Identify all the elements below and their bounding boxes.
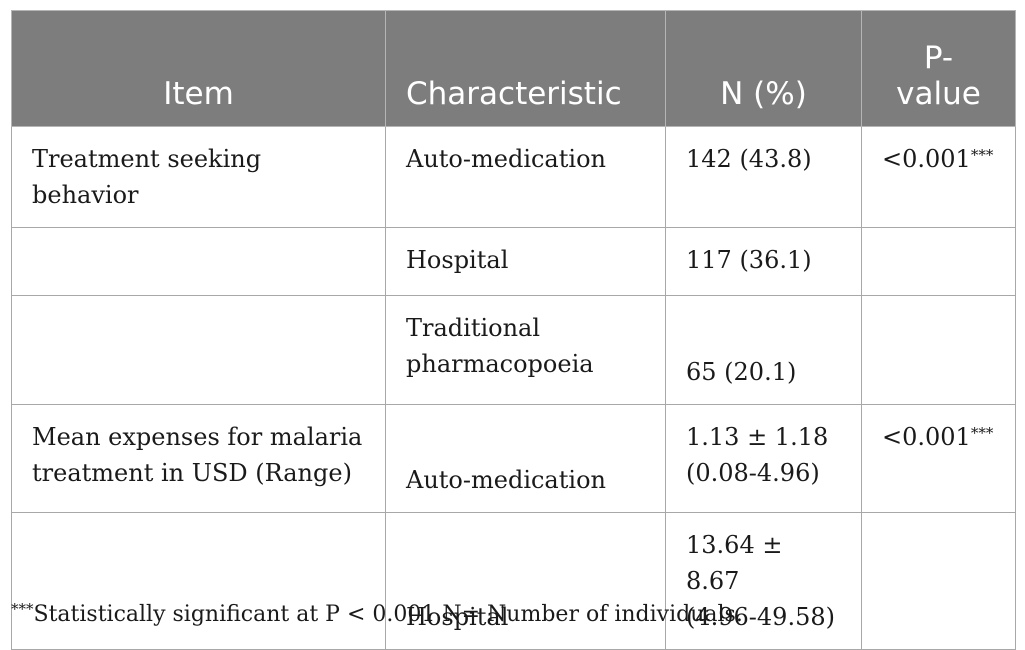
header-characteristic: Characteristic: [385, 10, 666, 127]
cell-n-percent: 65 (20.1): [665, 295, 862, 405]
table-row: Hospital 117 (36.1): [11, 227, 1016, 296]
n-line2: (4.96-49.58): [686, 603, 835, 631]
characteristic-line1: Traditional: [406, 314, 541, 342]
item-line2: treatment in USD (Range): [32, 459, 352, 487]
p-value-text: <0.001: [882, 145, 971, 173]
footnote-marker: ***: [11, 600, 34, 618]
cell-characteristic: Auto-medication: [385, 126, 666, 228]
cell-n-percent: 142 (43.8): [665, 126, 862, 228]
table-header: Item Characteristic N (%) P- value: [11, 10, 1016, 127]
header-n-percent: N (%): [665, 10, 862, 127]
n-line1: 13.64 ± 8.67: [686, 531, 783, 595]
cell-p-value: <0.001***: [861, 404, 1016, 513]
cell-characteristic: Hospital: [385, 227, 666, 296]
cell-p-value: [861, 295, 1016, 405]
characteristic-line2: pharmacopoeia: [406, 350, 594, 378]
table-row: Treatment seeking behavior Auto-medicati…: [11, 126, 1016, 228]
cell-p-value: <0.001***: [861, 126, 1016, 228]
table-row: Traditional pharmacopoeia 65 (20.1): [11, 295, 1016, 405]
cell-item: [11, 512, 386, 650]
header-p-value-line2: value: [896, 76, 981, 112]
cell-item: Treatment seeking behavior: [11, 126, 386, 228]
table-footnote: ***Statistically significant at P < 0.00…: [11, 600, 743, 630]
table-row: Mean expenses for malaria treatment in U…: [11, 404, 1016, 513]
cell-item: Mean expenses for malaria treatment in U…: [11, 404, 386, 513]
header-p-value-line1: P-: [923, 40, 954, 76]
table-body: Treatment seeking behavior Auto-medicati…: [11, 126, 1016, 650]
cell-p-value: [861, 227, 1016, 296]
cell-characteristic: Auto-medication: [385, 404, 666, 513]
cell-characteristic: Traditional pharmacopoeia: [385, 295, 666, 405]
n-line1: 1.13 ± 1.18: [686, 423, 829, 451]
cell-item: [11, 227, 386, 296]
cell-n-percent: 1.13 ± 1.18 (0.08-4.96): [665, 404, 862, 513]
footnote-text: Statistically significant at P < 0.001 N…: [33, 602, 743, 627]
results-table: Item Characteristic N (%) P- value Treat…: [11, 10, 1016, 650]
header-row: Item Characteristic N (%) P- value: [11, 10, 1016, 127]
p-value-text: <0.001: [882, 423, 971, 451]
significance-marker: ***: [970, 146, 994, 164]
n-line2: (0.08-4.96): [686, 459, 820, 487]
header-item: Item: [11, 10, 386, 127]
cell-item: [11, 295, 386, 405]
header-p-value: P- value: [861, 10, 1016, 127]
significance-marker: ***: [970, 424, 994, 442]
cell-n-percent: 117 (36.1): [665, 227, 862, 296]
cell-p-value: [861, 512, 1016, 650]
item-line1: Mean expenses for malaria: [32, 423, 363, 451]
